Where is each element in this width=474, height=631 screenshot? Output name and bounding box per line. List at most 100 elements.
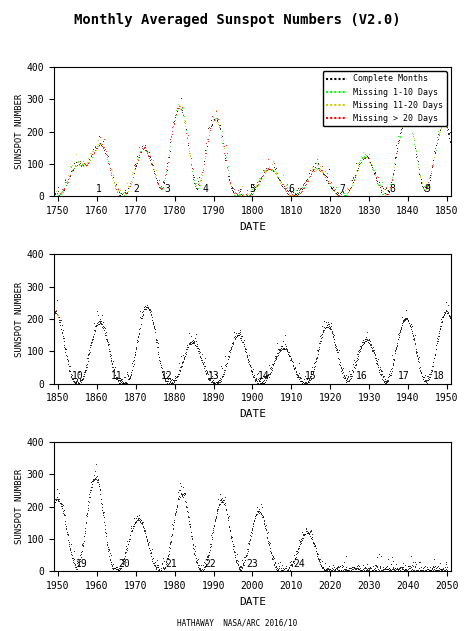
Point (56, 498, 64, 509)
Point (216, 499, 223, 509)
Point (374, 180, 382, 191)
Point (91, 466, 99, 476)
Point (312, 354, 319, 364)
Point (381, 563, 389, 574)
Point (85, 349, 93, 359)
Point (191, 333, 199, 343)
Point (115, 565, 122, 575)
X-axis label: DATE: DATE (239, 409, 266, 419)
Point (340, 566, 348, 576)
Point (161, 175, 168, 185)
Point (103, 335, 111, 345)
Point (190, 543, 197, 553)
Point (293, 188, 301, 198)
Point (110, 177, 118, 187)
Point (277, 565, 284, 575)
Point (170, 517, 178, 528)
Point (229, 541, 237, 551)
Point (251, 184, 259, 194)
Point (67, 162, 75, 172)
Point (260, 516, 268, 526)
Point (317, 560, 325, 570)
Point (183, 345, 191, 355)
Point (94, 319, 102, 329)
Point (166, 376, 173, 386)
Point (355, 160, 362, 170)
Point (157, 183, 165, 193)
Point (286, 562, 293, 572)
Point (176, 492, 183, 502)
Point (358, 340, 366, 350)
Point (319, 167, 327, 177)
Point (378, 374, 386, 384)
Point (293, 548, 301, 558)
Point (367, 160, 374, 170)
Point (198, 349, 205, 359)
Point (228, 181, 235, 191)
Point (147, 306, 155, 316)
Point (419, 372, 427, 382)
Point (124, 540, 131, 550)
Point (339, 367, 346, 377)
Point (428, 162, 436, 172)
Point (297, 187, 304, 198)
Point (395, 328, 403, 338)
Point (275, 345, 283, 355)
Point (420, 565, 428, 575)
Point (240, 339, 248, 350)
Point (349, 562, 357, 572)
Point (296, 372, 304, 382)
Point (336, 565, 343, 575)
Point (364, 153, 372, 163)
Point (374, 179, 382, 189)
Point (192, 183, 200, 193)
Point (209, 111, 216, 121)
Point (349, 173, 357, 183)
Point (126, 181, 133, 191)
Point (144, 538, 152, 548)
Point (219, 141, 227, 151)
Point (184, 139, 192, 150)
Point (240, 337, 247, 347)
Point (114, 183, 122, 193)
Point (358, 338, 365, 348)
Point (142, 531, 150, 541)
Point (322, 172, 330, 182)
Point (335, 188, 342, 198)
Point (307, 374, 314, 384)
Point (157, 360, 164, 370)
Point (123, 545, 130, 555)
Point (319, 562, 327, 572)
Point (126, 373, 133, 383)
Point (343, 565, 351, 575)
Point (407, 563, 414, 573)
Point (182, 348, 189, 358)
Point (145, 304, 153, 314)
Point (163, 378, 171, 388)
Point (153, 336, 160, 346)
Point (368, 345, 376, 355)
Point (319, 327, 327, 338)
Point (443, 305, 450, 315)
Point (375, 177, 383, 187)
Point (273, 338, 281, 348)
Point (137, 515, 145, 525)
Point (78, 550, 85, 560)
Point (304, 175, 312, 185)
Point (332, 563, 339, 574)
Point (232, 557, 240, 567)
Point (189, 540, 197, 550)
Point (152, 335, 160, 345)
Point (234, 558, 241, 569)
Point (201, 353, 208, 363)
Point (143, 536, 151, 546)
Point (182, 489, 189, 499)
Point (212, 105, 219, 115)
Point (196, 346, 203, 356)
Point (370, 565, 377, 575)
Point (241, 557, 248, 567)
Point (164, 370, 172, 380)
Point (55, 191, 62, 201)
Point (153, 177, 161, 187)
Point (280, 179, 287, 189)
